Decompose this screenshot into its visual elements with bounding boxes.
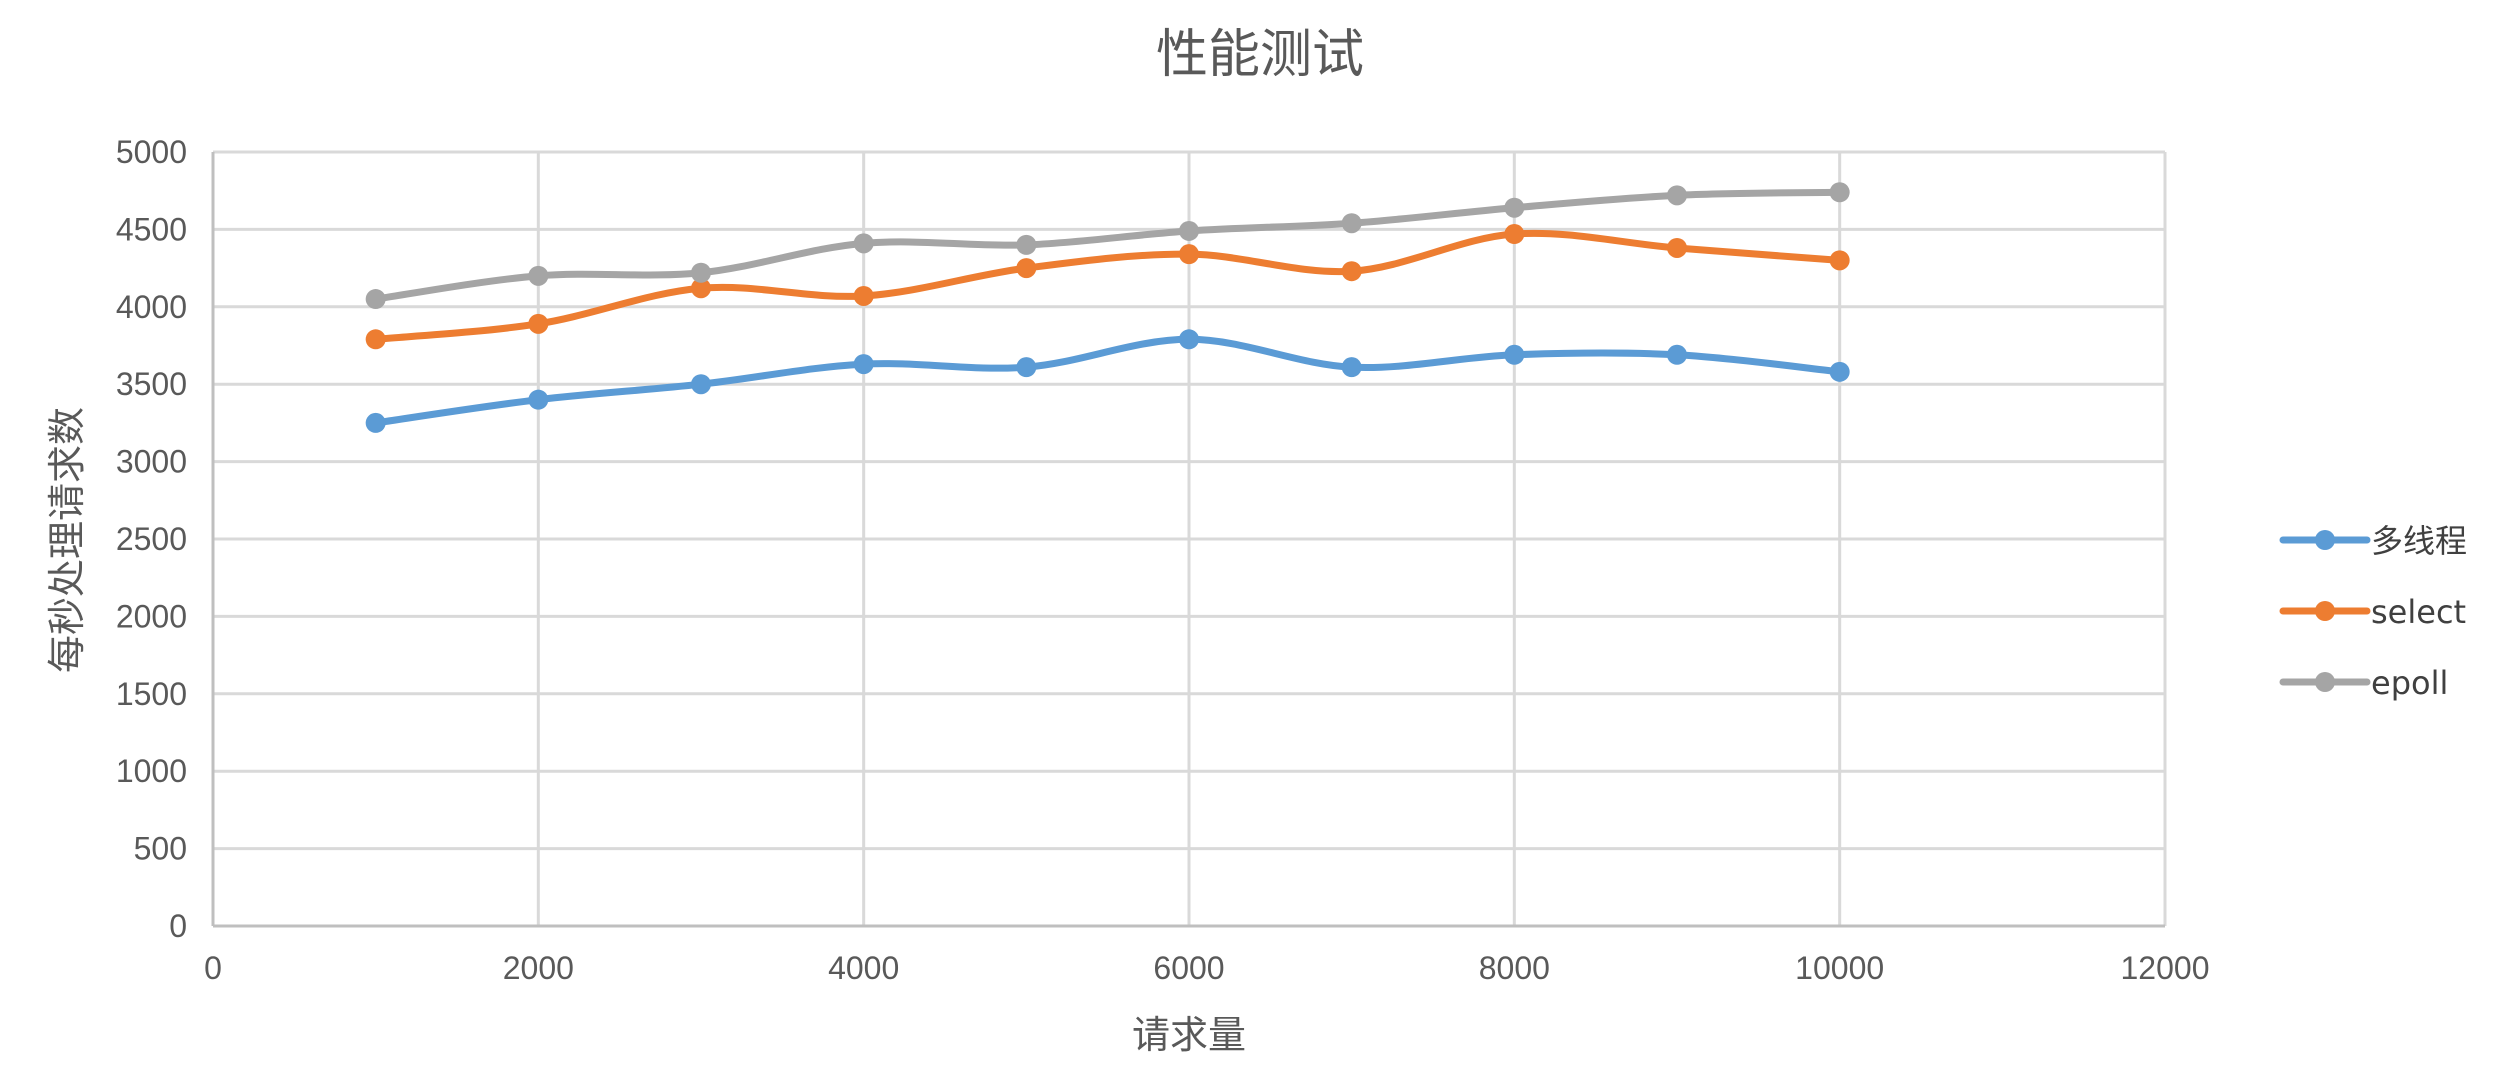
legend-swatch-marker <box>2315 530 2335 550</box>
data-point <box>853 285 874 306</box>
data-point <box>1504 224 1525 245</box>
tick-labels: 0 500 1000 1500 2000 2500 3000 3500 4000 4500 5000… <box>116 134 2210 986</box>
y-tick-label: 0 <box>169 908 187 944</box>
x-tick-label: 6000 <box>1153 950 1224 986</box>
x-tick-label: 0 <box>204 950 222 986</box>
series-2 <box>365 182 1850 310</box>
data-point <box>691 278 711 299</box>
data-point <box>1341 357 1362 378</box>
data-point <box>1667 237 1687 258</box>
axes <box>211 152 2165 928</box>
data-point <box>365 289 386 310</box>
data-point <box>1016 357 1037 378</box>
series-line <box>372 188 1844 303</box>
data-point <box>528 389 549 410</box>
x-tick-label: 10000 <box>1795 950 1884 986</box>
data-point <box>528 265 549 286</box>
y-tick-label: 3000 <box>116 444 187 480</box>
legend-item: epoll <box>2279 664 2448 702</box>
y-tick-label: 1500 <box>116 676 187 712</box>
series-line <box>372 335 1844 427</box>
y-tick-label: 1000 <box>116 753 187 789</box>
legend-item: 多线程 <box>2279 522 2467 560</box>
data-point <box>1829 182 1850 203</box>
data-point <box>1667 344 1687 365</box>
y-axis-title: 每秒处理请求数 <box>45 407 89 673</box>
x-axis-title: 请求量 <box>1132 1013 1246 1057</box>
data-point <box>1829 361 1850 382</box>
data-point <box>365 412 386 433</box>
data-point <box>691 262 711 283</box>
y-tick-label: 2000 <box>116 598 187 634</box>
y-tick-label: 4500 <box>116 211 187 247</box>
data-point <box>528 313 549 334</box>
legend: 多线程 select epoll <box>2279 522 2467 702</box>
y-tick-label: 2500 <box>116 521 187 557</box>
data-point <box>1179 220 1199 241</box>
data-series <box>365 182 1850 433</box>
series-1 <box>365 224 1850 350</box>
chart-title: 性能测试 <box>1156 25 1364 85</box>
y-tick-label: 5000 <box>116 134 187 170</box>
x-tick-label: 12000 <box>2121 950 2210 986</box>
data-point <box>1504 344 1525 365</box>
y-tick-label: 3500 <box>116 366 187 402</box>
data-point <box>853 354 874 375</box>
data-point <box>691 374 711 395</box>
legend-swatch-marker <box>2315 601 2335 621</box>
x-tick-label: 4000 <box>828 950 899 986</box>
y-tick-label: 4000 <box>116 289 187 325</box>
data-point <box>1016 234 1037 255</box>
data-point <box>1341 213 1362 234</box>
legend-label: select <box>2371 593 2466 631</box>
legend-item: select <box>2279 593 2466 631</box>
legend-swatch-marker <box>2315 672 2335 692</box>
y-tick-label: 500 <box>134 831 187 867</box>
x-tick-label: 2000 <box>503 950 574 986</box>
legend-label: epoll <box>2371 664 2448 702</box>
data-point <box>1179 329 1199 350</box>
series-line <box>372 229 1844 343</box>
data-point <box>365 329 386 350</box>
x-tick-label: 8000 <box>1479 950 1550 986</box>
data-point <box>1179 244 1199 265</box>
data-point <box>1016 258 1037 279</box>
data-point <box>1829 250 1850 271</box>
data-point <box>1341 261 1362 282</box>
series-0 <box>365 329 1850 433</box>
data-point <box>1504 197 1525 218</box>
data-point <box>853 233 874 254</box>
grid-lines <box>213 150 2167 926</box>
data-point <box>1667 185 1687 206</box>
legend-label: 多线程 <box>2371 522 2467 560</box>
